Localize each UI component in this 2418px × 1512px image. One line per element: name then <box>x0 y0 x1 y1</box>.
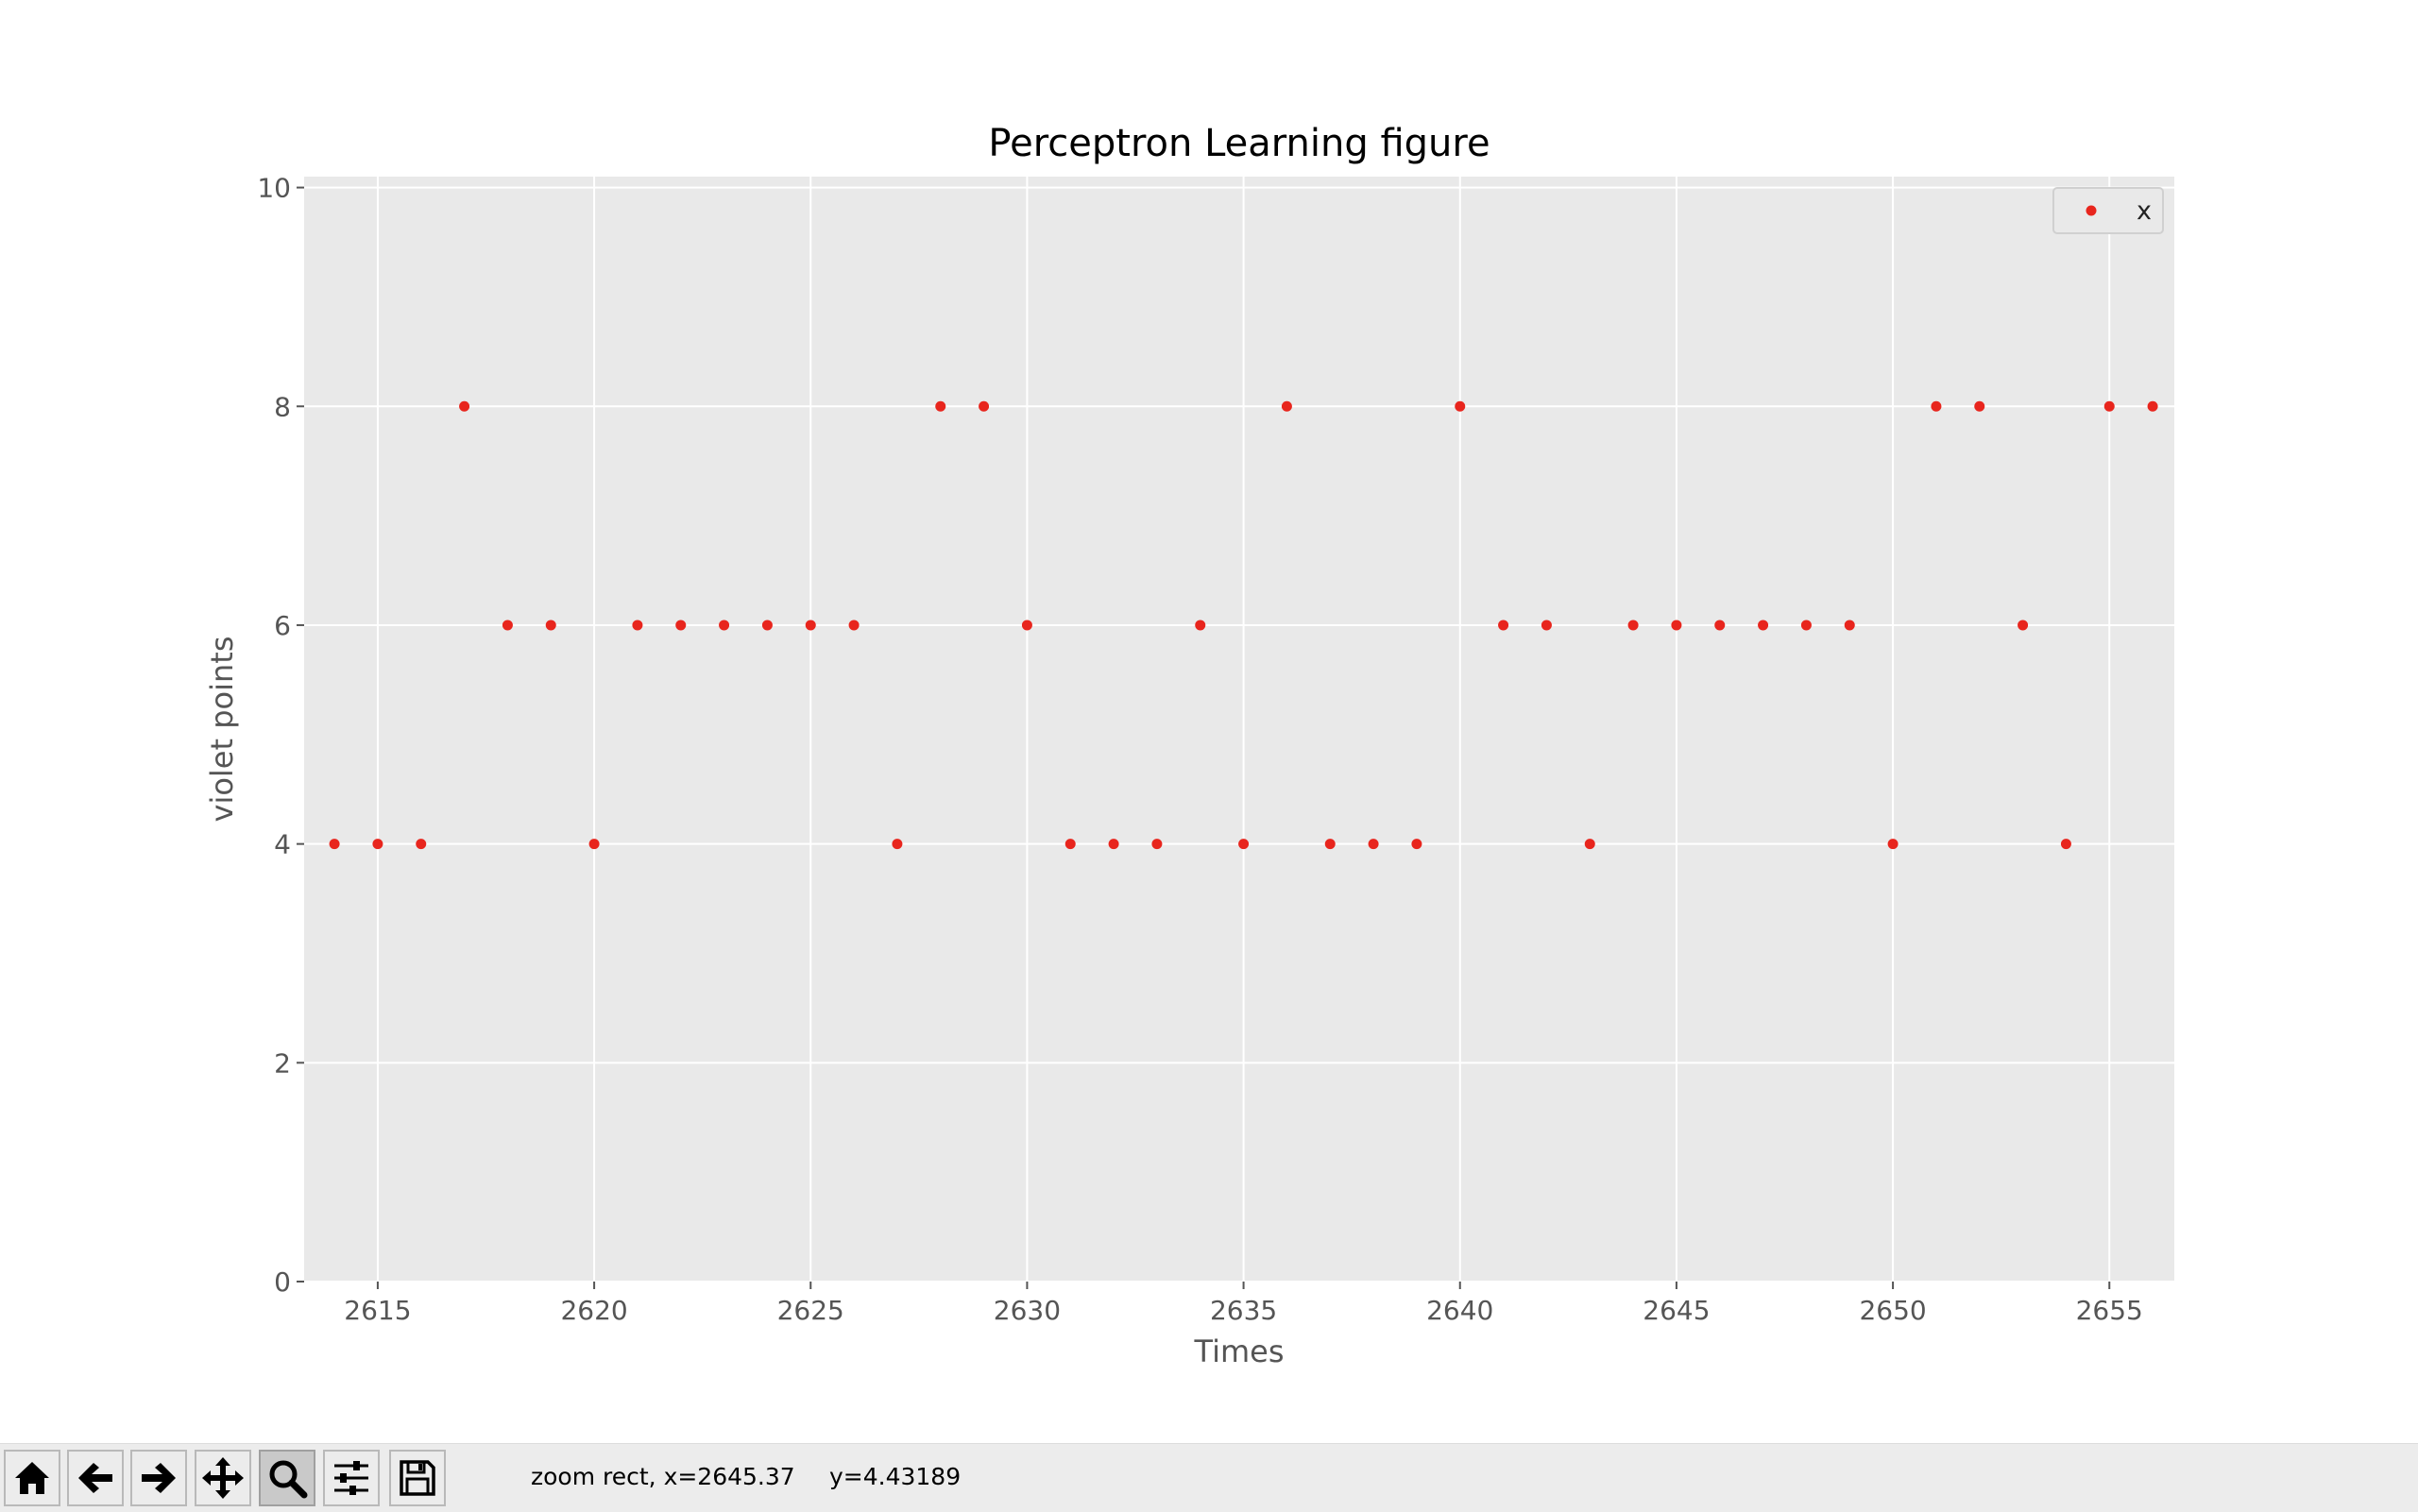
save-button[interactable] <box>389 1450 446 1506</box>
y-tick-label: 2 <box>274 1047 291 1079</box>
y-tick-label: 8 <box>274 391 291 422</box>
data-point <box>1671 620 1682 631</box>
y-tick-label: 0 <box>274 1266 291 1298</box>
configure-subplots-button[interactable] <box>323 1450 380 1506</box>
zoom-button[interactable] <box>259 1450 315 1506</box>
data-point <box>719 620 730 631</box>
data-point <box>416 839 427 850</box>
data-point <box>1368 839 1379 850</box>
forward-button[interactable] <box>130 1450 187 1506</box>
scatter-chart: 2615 2620 2625 2630 2635 2640 2645 2650 2655 0 2 4 6… <box>204 122 2174 1369</box>
data-point <box>1758 620 1769 631</box>
data-point <box>1238 839 1250 850</box>
x-axis-label: Times <box>1194 1334 1285 1369</box>
move-icon <box>202 1457 244 1499</box>
data-point <box>675 620 687 631</box>
data-point <box>459 400 470 412</box>
home-icon <box>15 1462 49 1494</box>
back-button[interactable] <box>67 1450 124 1506</box>
navigation-toolbar: zoom rect, x=2645.37 y=4.43189 <box>0 1443 2418 1512</box>
legend: x <box>2052 187 2164 234</box>
x-tick-label: 2620 <box>560 1295 627 1326</box>
y-tick-label: 6 <box>274 610 291 641</box>
data-point <box>1974 400 1985 412</box>
data-point <box>892 839 903 850</box>
chart-title: Perceptron Learning figure <box>988 122 1490 165</box>
data-point <box>588 839 600 850</box>
arrow-left-icon <box>78 1463 112 1493</box>
x-tick-label: 2645 <box>1643 1295 1710 1326</box>
x-tick-label: 2615 <box>344 1295 411 1326</box>
x-tick-label: 2635 <box>1210 1295 1277 1326</box>
axis-ticks: 2615 2620 2625 2630 2635 2640 2645 2650 2655 0 2 4 6… <box>257 173 2143 1326</box>
legend-entry-label: x <box>2137 196 2152 226</box>
data-point <box>761 620 773 631</box>
data-point <box>329 839 340 850</box>
data-point <box>1844 620 1855 631</box>
data-point <box>1498 620 1509 631</box>
legend-marker <box>2086 205 2097 216</box>
data-point <box>1627 620 1639 631</box>
data-point <box>1887 839 1899 850</box>
data-point <box>1151 839 1163 850</box>
data-point <box>1108 839 1119 850</box>
x-tick-label: 2640 <box>1426 1295 1493 1326</box>
data-point <box>979 400 990 412</box>
floppy-disk-icon <box>400 1460 435 1496</box>
data-point <box>1584 839 1595 850</box>
data-point <box>1324 839 1336 850</box>
data-points <box>329 400 2158 850</box>
data-point <box>1714 620 1726 631</box>
x-tick-label: 2625 <box>777 1295 844 1326</box>
data-point <box>1455 400 1466 412</box>
data-point <box>2147 400 2158 412</box>
arrow-right-icon <box>142 1463 176 1493</box>
data-point <box>935 400 946 412</box>
x-tick-label: 2630 <box>994 1295 1061 1326</box>
figure-canvas: 2615 2620 2625 2630 2635 2640 2645 2650 2655 0 2 4 6… <box>204 122 2174 1369</box>
data-point <box>848 620 860 631</box>
data-point <box>1195 620 1206 631</box>
data-point <box>502 620 513 631</box>
y-tick-label: 4 <box>274 829 291 860</box>
pan-button[interactable] <box>195 1450 251 1506</box>
data-point <box>1541 620 1552 631</box>
plot-area <box>304 177 2174 1282</box>
data-point <box>1800 620 1812 631</box>
status-coordinates-y: y=4.43189 <box>829 1463 962 1490</box>
x-tick-label: 2650 <box>1859 1295 1926 1326</box>
home-button[interactable] <box>4 1450 60 1506</box>
grid <box>304 177 2174 1283</box>
data-point <box>2018 620 2029 631</box>
sliders-icon <box>334 1461 368 1495</box>
data-point <box>1281 400 1292 412</box>
data-point <box>1411 839 1422 850</box>
data-point <box>2103 400 2115 412</box>
status-coordinates-x: zoom rect, x=2645.37 <box>531 1463 795 1490</box>
data-point <box>1931 400 1942 412</box>
data-point <box>2060 839 2071 850</box>
data-point <box>632 620 643 631</box>
data-point <box>545 620 556 631</box>
data-point <box>1021 620 1032 631</box>
data-point <box>1064 839 1076 850</box>
y-axis-label: violet points <box>204 637 240 823</box>
data-point <box>805 620 816 631</box>
magnifier-icon <box>269 1460 308 1499</box>
x-tick-label: 2655 <box>2076 1295 2143 1326</box>
legend-box <box>2052 187 2164 234</box>
y-tick-label: 10 <box>257 173 291 204</box>
data-point <box>372 839 383 850</box>
